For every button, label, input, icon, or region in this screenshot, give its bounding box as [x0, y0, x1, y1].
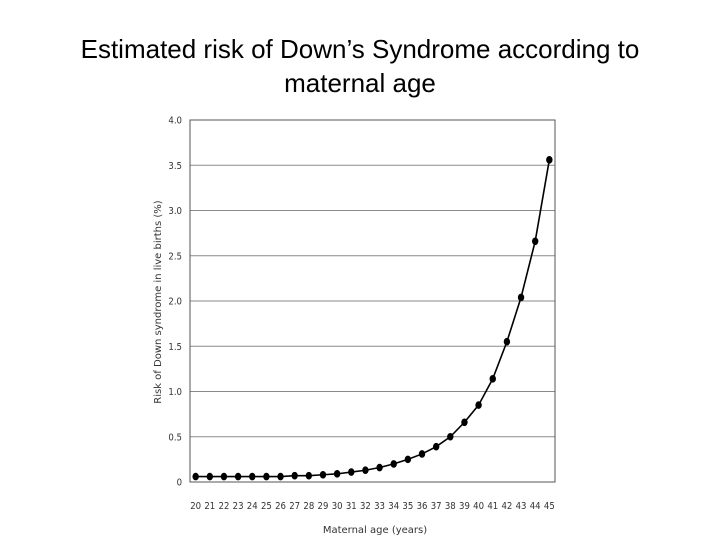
- data-point: [319, 470, 327, 479]
- x-tick-label: 43: [516, 501, 527, 512]
- x-tick-label: 32: [360, 501, 371, 512]
- plot-frame: [189, 119, 556, 483]
- x-tick-label: 42: [501, 501, 512, 512]
- data-point: [220, 472, 228, 481]
- data-point: [263, 472, 270, 481]
- y-tick-label: 0: [177, 478, 182, 489]
- x-tick-label: 23: [233, 501, 244, 512]
- grid-lines: [190, 164, 555, 438]
- x-tick-label: 20: [190, 501, 201, 512]
- y-tick-label: 4.0: [168, 116, 182, 127]
- slide-title: Estimated risk of Down’s Syndrome accord…: [0, 32, 720, 100]
- data-point: [192, 472, 199, 481]
- y-tick-label: 0.5: [168, 432, 182, 443]
- data-point: [418, 450, 426, 458]
- x-tick-label: 40: [473, 501, 484, 512]
- data-point: [390, 460, 397, 468]
- x-tick-label: 30: [332, 501, 343, 512]
- x-tick-label: 29: [318, 501, 329, 512]
- slide-title-line-2: maternal age: [284, 68, 436, 98]
- data-point: [362, 466, 369, 475]
- risk-series-line: [195, 159, 551, 478]
- y-tick-label: 3.0: [168, 206, 182, 217]
- x-tick-label: 34: [388, 501, 399, 512]
- x-tick-label: 28: [303, 501, 314, 512]
- data-point: [305, 471, 313, 480]
- y-axis-title: Risk of Down syndrome in live births (%): [153, 200, 164, 404]
- data-point: [291, 471, 298, 480]
- slide-title-line-1: Estimated risk of Down’s Syndrome accord…: [80, 34, 640, 64]
- x-tick-label: 38: [445, 501, 456, 512]
- data-point: [404, 455, 412, 464]
- x-tick-label: 24: [247, 501, 258, 512]
- data-point: [376, 463, 383, 472]
- data-point: [277, 472, 284, 481]
- x-tick-label: 21: [204, 501, 215, 512]
- x-tick-label: 37: [431, 501, 442, 512]
- y-tick-label: 2.0: [168, 297, 182, 308]
- data-point: [475, 401, 482, 409]
- x-tick-label: 44: [530, 501, 541, 512]
- data-point: [234, 472, 242, 481]
- x-tick-label: 35: [402, 501, 413, 512]
- data-point: [546, 156, 553, 164]
- x-axis-ticks: 20 21 22 23 24 25 26 27 28 29 30 31 32 33 34 35 36 37 38 39…: [190, 501, 555, 512]
- x-tick-label: 36: [417, 501, 428, 512]
- data-point: [206, 472, 214, 481]
- data-point: [503, 337, 511, 346]
- data-point: [461, 418, 468, 427]
- y-axis-ticks: 0 0.5 1.0 1.5 2.0 2.5 3.0 3.5 4.0: [168, 116, 182, 489]
- x-tick-label: 26: [275, 501, 286, 512]
- x-tick-label: 22: [219, 501, 230, 512]
- x-tick-label: 27: [289, 501, 300, 512]
- data-point: [432, 442, 440, 451]
- y-tick-label: 3.5: [168, 161, 182, 172]
- x-tick-label: 41: [487, 501, 498, 512]
- x-tick-label: 33: [374, 501, 385, 512]
- data-point: [447, 432, 454, 441]
- x-axis-title: Maternal age (years): [323, 525, 427, 536]
- x-tick-label: 25: [261, 501, 272, 512]
- x-tick-label: 31: [346, 501, 357, 512]
- x-tick-label: 39: [459, 501, 470, 512]
- data-point: [517, 293, 525, 302]
- data-point: [531, 237, 539, 246]
- x-tick-label: 45: [544, 501, 555, 512]
- y-tick-label: 1.5: [168, 342, 182, 353]
- y-tick-label: 2.5: [168, 251, 182, 262]
- risk-series-points: [192, 156, 553, 481]
- data-point: [333, 470, 341, 478]
- y-tick-label: 1.0: [168, 387, 182, 398]
- data-point: [489, 375, 496, 383]
- data-point: [348, 468, 355, 476]
- data-point: [249, 472, 256, 481]
